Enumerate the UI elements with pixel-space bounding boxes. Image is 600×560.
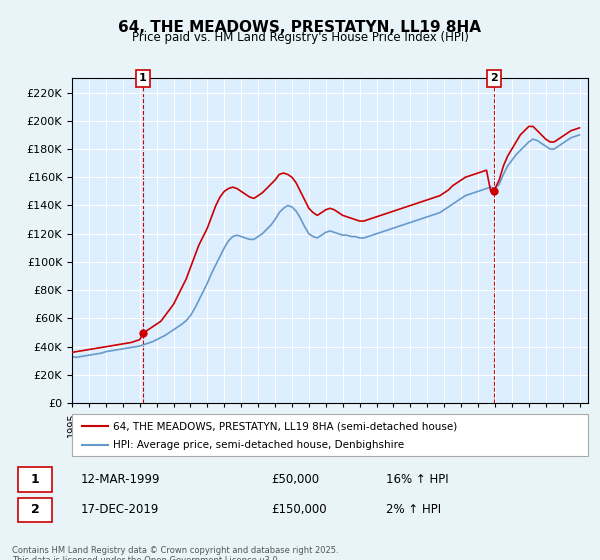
Text: 16% ↑ HPI: 16% ↑ HPI xyxy=(386,473,449,486)
Text: 1: 1 xyxy=(139,73,147,83)
Text: 2: 2 xyxy=(490,73,498,83)
FancyBboxPatch shape xyxy=(18,498,52,522)
Text: HPI: Average price, semi-detached house, Denbighshire: HPI: Average price, semi-detached house,… xyxy=(113,440,404,450)
FancyBboxPatch shape xyxy=(72,414,588,456)
Text: 2% ↑ HPI: 2% ↑ HPI xyxy=(386,503,442,516)
Text: Price paid vs. HM Land Registry's House Price Index (HPI): Price paid vs. HM Land Registry's House … xyxy=(131,31,469,44)
Text: 12-MAR-1999: 12-MAR-1999 xyxy=(81,473,161,486)
Text: £50,000: £50,000 xyxy=(271,473,319,486)
Text: £150,000: £150,000 xyxy=(271,503,327,516)
Text: 64, THE MEADOWS, PRESTATYN, LL19 8HA (semi-detached house): 64, THE MEADOWS, PRESTATYN, LL19 8HA (se… xyxy=(113,421,458,431)
Text: Contains HM Land Registry data © Crown copyright and database right 2025.
This d: Contains HM Land Registry data © Crown c… xyxy=(12,546,338,560)
FancyBboxPatch shape xyxy=(18,468,52,492)
Text: 64, THE MEADOWS, PRESTATYN, LL19 8HA: 64, THE MEADOWS, PRESTATYN, LL19 8HA xyxy=(119,20,482,35)
Text: 17-DEC-2019: 17-DEC-2019 xyxy=(81,503,160,516)
Text: 2: 2 xyxy=(31,503,40,516)
Text: 1: 1 xyxy=(31,473,40,486)
